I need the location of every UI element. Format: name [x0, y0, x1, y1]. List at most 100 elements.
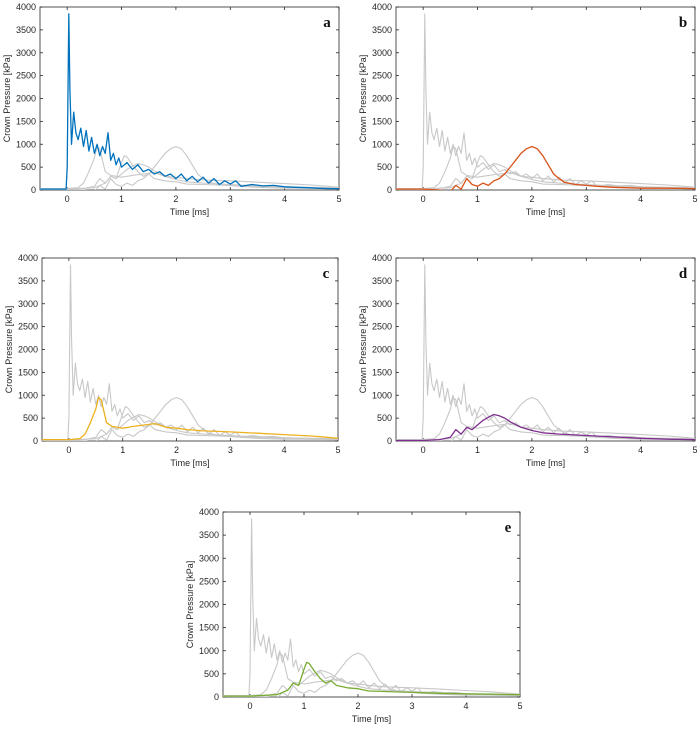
- x-tick-label: 4: [282, 445, 287, 455]
- y-tick-label: 500: [23, 413, 38, 423]
- axes-box: [222, 511, 521, 698]
- panel-c: 0 1 2 3 4 5 0 500 1000 1500 2000 2500 3000 3500 4000 Ti…: [4, 253, 341, 468]
- series-line-e-highlight: [223, 661, 520, 697]
- y-tick-label: 2500: [16, 71, 36, 81]
- x-tick-label: 4: [282, 194, 287, 204]
- y-tick-label: 4000: [372, 2, 392, 12]
- y-tick-label: 500: [21, 162, 36, 172]
- axes-box: [41, 257, 339, 442]
- x-tick-label: 5: [335, 445, 340, 455]
- series-line-d-background: [40, 162, 339, 190]
- x-tick-label: 2: [355, 701, 360, 711]
- y-tick-label: 1000: [18, 390, 38, 400]
- x-tick-label: 2: [529, 194, 534, 204]
- y-tick-label: 3000: [372, 299, 392, 309]
- series-line-d-background: [396, 162, 695, 190]
- series-line-c-highlight: [42, 396, 338, 441]
- y-tick-label: 2000: [372, 94, 392, 104]
- series-line-d-background: [42, 413, 338, 441]
- y-tick-label: 2500: [372, 71, 392, 81]
- x-tick-label: 4: [463, 701, 468, 711]
- y-tick-label: 0: [214, 692, 219, 702]
- y-tick-label: 1500: [18, 367, 38, 377]
- x-tick-label: 3: [228, 445, 233, 455]
- y-tick-label: 0: [31, 185, 36, 195]
- y-tick-label: 1500: [16, 116, 36, 126]
- panel-a: 0 1 2 3 4 5 0 500 1000 1500 2000 2500 3000 3500 4000 Ti…: [2, 2, 342, 217]
- x-tick-label: 0: [247, 701, 252, 711]
- x-axis-label: Time [ms]: [526, 458, 565, 468]
- series-group: [223, 518, 520, 697]
- axes-box: [395, 6, 696, 191]
- y-tick-label: 4000: [18, 253, 38, 263]
- y-tick-label: 3500: [372, 25, 392, 35]
- y-tick-label: 1500: [199, 623, 219, 633]
- x-tick-label: 0: [421, 194, 426, 204]
- x-tick-label: 4: [638, 445, 643, 455]
- x-tick-label: 4: [638, 194, 643, 204]
- series-group: [396, 264, 695, 441]
- x-tick-label: 5: [692, 194, 697, 204]
- y-tick-label: 3500: [199, 530, 219, 540]
- x-tick-label: 5: [517, 701, 522, 711]
- y-tick-label: 2000: [16, 94, 36, 104]
- y-tick-label: 3500: [372, 276, 392, 286]
- y-tick-label: 2500: [18, 322, 38, 332]
- x-tick-label: 5: [336, 194, 341, 204]
- panel-e: 0 1 2 3 4 5 0 500 1000 1500 2000 2500 3000 3500 4000 Ti…: [185, 507, 523, 724]
- y-axis-label: Crown Pressure [kPa]: [2, 55, 12, 143]
- series-group: [396, 13, 695, 190]
- y-tick-label: 1000: [199, 646, 219, 656]
- series-line-c-background: [396, 145, 695, 190]
- x-tick-label: 0: [421, 445, 426, 455]
- x-axis-label: Time [ms]: [170, 458, 209, 468]
- y-tick-label: 2500: [199, 576, 219, 586]
- x-axis-label: Time [ms]: [170, 207, 209, 217]
- y-tick-label: 500: [377, 413, 392, 423]
- x-tick-label: 1: [119, 194, 124, 204]
- x-tick-label: 2: [529, 445, 534, 455]
- axes-box: [395, 257, 696, 442]
- x-tick-label: 2: [174, 445, 179, 455]
- x-tick-label: 3: [584, 194, 589, 204]
- y-tick-label: 2000: [372, 345, 392, 355]
- panel-label: a: [323, 15, 331, 31]
- series-group: [42, 264, 338, 441]
- series-line-e-background: [42, 406, 338, 441]
- x-axis-label: Time [ms]: [352, 714, 391, 724]
- y-tick-label: 3000: [18, 299, 38, 309]
- series-line-a-highlight: [40, 13, 339, 190]
- y-tick-label: 2000: [18, 345, 38, 355]
- x-tick-label: 2: [173, 194, 178, 204]
- y-tick-label: 0: [387, 436, 392, 446]
- x-tick-label: 0: [66, 445, 71, 455]
- x-tick-label: 3: [584, 445, 589, 455]
- y-tick-label: 2000: [199, 600, 219, 610]
- panel-label: c: [323, 266, 330, 282]
- y-tick-label: 2500: [372, 322, 392, 332]
- y-tick-label: 4000: [199, 507, 219, 517]
- x-tick-label: 3: [228, 194, 233, 204]
- panel-d: 0 1 2 3 4 5 0 500 1000 1500 2000 2500 3000 3500 4000 Ti…: [358, 253, 698, 468]
- series-line-b-highlight: [396, 145, 695, 190]
- y-tick-label: 3500: [18, 276, 38, 286]
- x-axis-label: Time [ms]: [526, 207, 565, 217]
- y-tick-label: 1000: [16, 139, 36, 149]
- y-tick-label: 3000: [372, 48, 392, 58]
- series-line-e-background: [40, 155, 339, 190]
- series-line-c-background: [396, 396, 695, 441]
- y-tick-label: 1500: [372, 116, 392, 126]
- panel-b: 0 1 2 3 4 5 0 500 1000 1500 2000 2500 3000 3500 4000 Ti…: [358, 2, 698, 217]
- series-line-d-highlight: [396, 413, 695, 441]
- x-tick-label: 5: [692, 445, 697, 455]
- y-tick-label: 500: [377, 162, 392, 172]
- y-tick-label: 0: [33, 436, 38, 446]
- y-axis-label: Crown Pressure [kPa]: [185, 561, 195, 649]
- y-tick-label: 0: [387, 185, 392, 195]
- y-tick-label: 3000: [16, 48, 36, 58]
- y-tick-label: 4000: [16, 2, 36, 12]
- x-tick-label: 1: [475, 445, 480, 455]
- y-axis-label: Crown Pressure [kPa]: [358, 55, 368, 143]
- y-tick-label: 1000: [372, 390, 392, 400]
- y-tick-label: 1000: [372, 139, 392, 149]
